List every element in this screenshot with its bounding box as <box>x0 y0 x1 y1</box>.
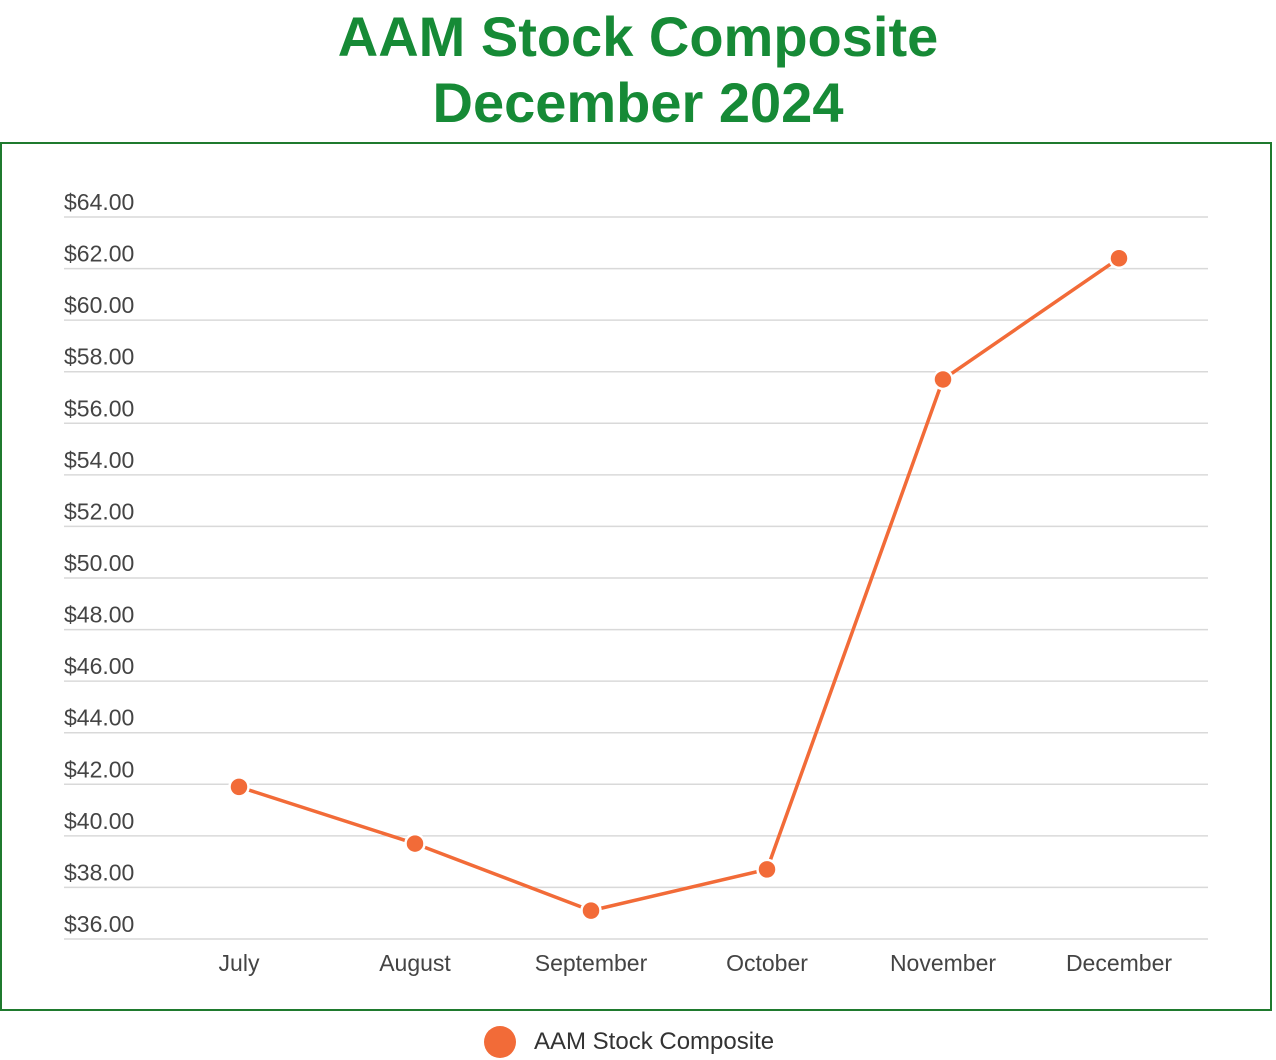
y-tick-label: $40.00 <box>64 808 134 834</box>
y-tick-label: $46.00 <box>64 653 134 679</box>
y-tick-label: $52.00 <box>64 498 134 524</box>
series-line <box>238 256 1120 913</box>
y-tick-label: $54.00 <box>64 447 134 473</box>
chart-frame: $36.00 $38.00 $40.00 $42.00 $44.00 $46.00 $48.… <box>0 142 1272 1011</box>
y-tick-label: $42.00 <box>64 756 134 782</box>
chart-title: AAM Stock Composite December 2024 <box>0 4 1276 136</box>
data-point <box>404 832 426 855</box>
y-tick-label: $56.00 <box>64 395 134 421</box>
data-point <box>228 776 250 798</box>
y-tick-label: $60.00 <box>64 292 134 318</box>
legend: AAM Stock Composite <box>484 1024 774 1060</box>
chart-title-line-2: December 2024 <box>432 71 844 134</box>
x-tick-label: December <box>1066 950 1172 976</box>
y-tick-label: $36.00 <box>64 911 134 937</box>
y-tick-label: $58.00 <box>64 344 134 370</box>
data-point <box>756 858 778 881</box>
y-tick-label: $62.00 <box>64 241 134 267</box>
data-point <box>1108 247 1130 270</box>
y-tick-label: $50.00 <box>64 550 134 576</box>
y-tick-label: $48.00 <box>64 602 134 628</box>
x-tick-label: August <box>379 950 451 976</box>
line-chart: $36.00 $38.00 $40.00 $42.00 $44.00 $46.00 $48.… <box>64 189 1208 976</box>
legend-swatch <box>484 1026 516 1058</box>
x-tick-label: October <box>726 950 808 976</box>
chart-title-line-1: AAM Stock Composite <box>337 5 939 68</box>
x-tick-label: July <box>219 950 260 976</box>
legend-label: AAM Stock Composite <box>534 1028 775 1055</box>
y-tick-label: $44.00 <box>64 705 134 731</box>
data-point <box>580 899 602 922</box>
x-tick-label: September <box>535 950 648 976</box>
y-tick-label: $38.00 <box>64 859 134 885</box>
x-tick-label: November <box>890 950 996 976</box>
y-tick-label: $64.00 <box>64 189 134 215</box>
data-point <box>932 368 954 391</box>
